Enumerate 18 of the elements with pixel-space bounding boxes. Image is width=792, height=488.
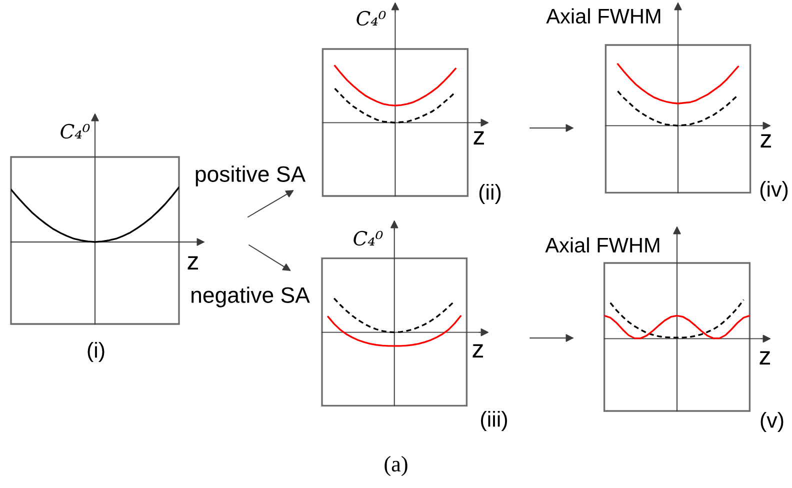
y-axis-title: C₄⁰: [356, 10, 386, 26]
y-axis-title: Axial FWHM: [546, 8, 660, 24]
text: (iv): [760, 180, 788, 202]
x-axis-title: z: [760, 134, 772, 148]
text: (iii): [480, 410, 508, 432]
y-axis-title: C₄⁰: [60, 124, 90, 139]
text: (i): [88, 342, 104, 362]
text: (ii): [479, 184, 501, 204]
text: (a): [384, 456, 408, 476]
text: negative SA: [192, 286, 310, 308]
y-axis-title: Axial FWHM: [545, 237, 660, 253]
text: positive SA: [196, 166, 306, 186]
y-axis-title: C₄⁰: [354, 230, 383, 246]
x-axis-title: z: [472, 344, 484, 358]
x-axis-title: z: [188, 256, 198, 270]
text: (v): [760, 412, 784, 432]
x-axis-title: z: [474, 131, 484, 144]
x-axis-title: z: [760, 351, 770, 364]
